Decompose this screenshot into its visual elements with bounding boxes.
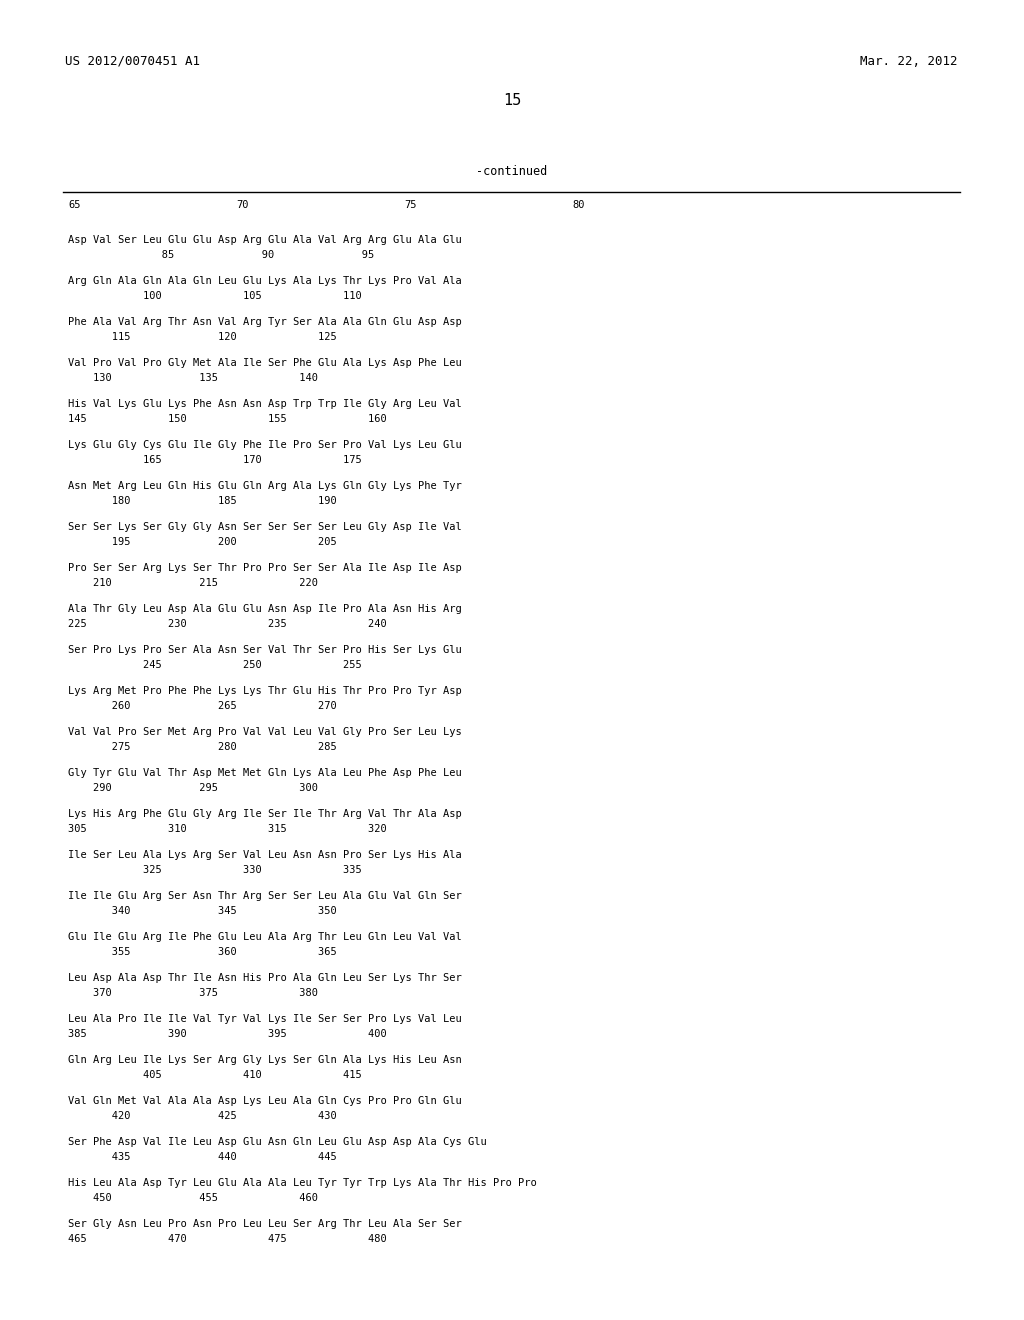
Text: Ser Phe Asp Val Ile Leu Asp Glu Asn Gln Leu Glu Asp Asp Ala Cys Glu: Ser Phe Asp Val Ile Leu Asp Glu Asn Gln … — [68, 1137, 486, 1147]
Text: Ser Gly Asn Leu Pro Asn Pro Leu Leu Ser Arg Thr Leu Ala Ser Ser: Ser Gly Asn Leu Pro Asn Pro Leu Leu Ser … — [68, 1218, 462, 1229]
Text: Ser Pro Lys Pro Ser Ala Asn Ser Val Thr Ser Pro His Ser Lys Glu: Ser Pro Lys Pro Ser Ala Asn Ser Val Thr … — [68, 645, 462, 655]
Text: Asn Met Arg Leu Gln His Glu Gln Arg Ala Lys Gln Gly Lys Phe Tyr: Asn Met Arg Leu Gln His Glu Gln Arg Ala … — [68, 480, 462, 491]
Text: 275              280             285: 275 280 285 — [68, 742, 337, 752]
Text: -continued: -continued — [476, 165, 548, 178]
Text: 260              265             270: 260 265 270 — [68, 701, 337, 711]
Text: Ile Ile Glu Arg Ser Asn Thr Arg Ser Ser Leu Ala Glu Val Gln Ser: Ile Ile Glu Arg Ser Asn Thr Arg Ser Ser … — [68, 891, 462, 902]
Text: 195              200             205: 195 200 205 — [68, 537, 337, 546]
Text: Val Val Pro Ser Met Arg Pro Val Val Leu Val Gly Pro Ser Leu Lys: Val Val Pro Ser Met Arg Pro Val Val Leu … — [68, 727, 462, 737]
Text: 115              120             125: 115 120 125 — [68, 333, 337, 342]
Text: 225             230             235             240: 225 230 235 240 — [68, 619, 387, 630]
Text: Pro Ser Ser Arg Lys Ser Thr Pro Pro Ser Ser Ala Ile Asp Ile Asp: Pro Ser Ser Arg Lys Ser Thr Pro Pro Ser … — [68, 564, 462, 573]
Text: 290              295             300: 290 295 300 — [68, 783, 318, 793]
Text: 465             470             475             480: 465 470 475 480 — [68, 1234, 387, 1243]
Text: Val Gln Met Val Ala Ala Asp Lys Leu Ala Gln Cys Pro Pro Gln Glu: Val Gln Met Val Ala Ala Asp Lys Leu Ala … — [68, 1096, 462, 1106]
Text: 435              440             445: 435 440 445 — [68, 1152, 337, 1162]
Text: Lys Arg Met Pro Phe Phe Lys Lys Thr Glu His Thr Pro Pro Tyr Asp: Lys Arg Met Pro Phe Phe Lys Lys Thr Glu … — [68, 686, 462, 696]
Text: US 2012/0070451 A1: US 2012/0070451 A1 — [65, 55, 200, 69]
Text: His Val Lys Glu Lys Phe Asn Asn Asp Trp Trp Ile Gly Arg Leu Val: His Val Lys Glu Lys Phe Asn Asn Asp Trp … — [68, 399, 462, 409]
Text: Arg Gln Ala Gln Ala Gln Leu Glu Lys Ala Lys Thr Lys Pro Val Ala: Arg Gln Ala Gln Ala Gln Leu Glu Lys Ala … — [68, 276, 462, 286]
Text: 450              455             460: 450 455 460 — [68, 1193, 318, 1203]
Text: His Leu Ala Asp Tyr Leu Glu Ala Ala Leu Tyr Tyr Trp Lys Ala Thr His Pro Pro: His Leu Ala Asp Tyr Leu Glu Ala Ala Leu … — [68, 1177, 537, 1188]
Text: Lys His Arg Phe Glu Gly Arg Ile Ser Ile Thr Arg Val Thr Ala Asp: Lys His Arg Phe Glu Gly Arg Ile Ser Ile … — [68, 809, 462, 818]
Text: 15: 15 — [503, 92, 521, 108]
Text: 130              135             140: 130 135 140 — [68, 374, 318, 383]
Text: 340              345             350: 340 345 350 — [68, 906, 337, 916]
Text: 210              215             220: 210 215 220 — [68, 578, 318, 587]
Text: Ser Ser Lys Ser Gly Gly Asn Ser Ser Ser Ser Leu Gly Asp Ile Val: Ser Ser Lys Ser Gly Gly Asn Ser Ser Ser … — [68, 521, 462, 532]
Text: 75: 75 — [404, 201, 417, 210]
Text: Leu Ala Pro Ile Ile Val Tyr Val Lys Ile Ser Ser Pro Lys Val Leu: Leu Ala Pro Ile Ile Val Tyr Val Lys Ile … — [68, 1014, 462, 1024]
Text: 145             150             155             160: 145 150 155 160 — [68, 414, 387, 424]
Text: 70: 70 — [236, 201, 249, 210]
Text: 405             410             415: 405 410 415 — [68, 1071, 361, 1080]
Text: Leu Asp Ala Asp Thr Ile Asn His Pro Ala Gln Leu Ser Lys Thr Ser: Leu Asp Ala Asp Thr Ile Asn His Pro Ala … — [68, 973, 462, 983]
Text: Asp Val Ser Leu Glu Glu Asp Arg Glu Ala Val Arg Arg Glu Ala Glu: Asp Val Ser Leu Glu Glu Asp Arg Glu Ala … — [68, 235, 462, 246]
Text: Gln Arg Leu Ile Lys Ser Arg Gly Lys Ser Gln Ala Lys His Leu Asn: Gln Arg Leu Ile Lys Ser Arg Gly Lys Ser … — [68, 1055, 462, 1065]
Text: Lys Glu Gly Cys Glu Ile Gly Phe Ile Pro Ser Pro Val Lys Leu Glu: Lys Glu Gly Cys Glu Ile Gly Phe Ile Pro … — [68, 440, 462, 450]
Text: 245             250             255: 245 250 255 — [68, 660, 361, 671]
Text: 165             170             175: 165 170 175 — [68, 455, 361, 465]
Text: 370              375             380: 370 375 380 — [68, 987, 318, 998]
Text: 385             390             395             400: 385 390 395 400 — [68, 1030, 387, 1039]
Text: 180              185             190: 180 185 190 — [68, 496, 337, 506]
Text: Glu Ile Glu Arg Ile Phe Glu Leu Ala Arg Thr Leu Gln Leu Val Val: Glu Ile Glu Arg Ile Phe Glu Leu Ala Arg … — [68, 932, 462, 942]
Text: Ala Thr Gly Leu Asp Ala Glu Glu Asn Asp Ile Pro Ala Asn His Arg: Ala Thr Gly Leu Asp Ala Glu Glu Asn Asp … — [68, 605, 462, 614]
Text: Val Pro Val Pro Gly Met Ala Ile Ser Phe Glu Ala Lys Asp Phe Leu: Val Pro Val Pro Gly Met Ala Ile Ser Phe … — [68, 358, 462, 368]
Text: 65: 65 — [68, 201, 81, 210]
Text: 85              90              95: 85 90 95 — [68, 249, 374, 260]
Text: Gly Tyr Glu Val Thr Asp Met Met Gln Lys Ala Leu Phe Asp Phe Leu: Gly Tyr Glu Val Thr Asp Met Met Gln Lys … — [68, 768, 462, 777]
Text: 355              360             365: 355 360 365 — [68, 946, 337, 957]
Text: 305             310             315             320: 305 310 315 320 — [68, 824, 387, 834]
Text: 420              425             430: 420 425 430 — [68, 1111, 337, 1121]
Text: 80: 80 — [572, 201, 585, 210]
Text: 100             105             110: 100 105 110 — [68, 290, 361, 301]
Text: Ile Ser Leu Ala Lys Arg Ser Val Leu Asn Asn Pro Ser Lys His Ala: Ile Ser Leu Ala Lys Arg Ser Val Leu Asn … — [68, 850, 462, 861]
Text: 325             330             335: 325 330 335 — [68, 865, 361, 875]
Text: Mar. 22, 2012: Mar. 22, 2012 — [860, 55, 958, 69]
Text: Phe Ala Val Arg Thr Asn Val Arg Tyr Ser Ala Ala Gln Glu Asp Asp: Phe Ala Val Arg Thr Asn Val Arg Tyr Ser … — [68, 317, 462, 327]
